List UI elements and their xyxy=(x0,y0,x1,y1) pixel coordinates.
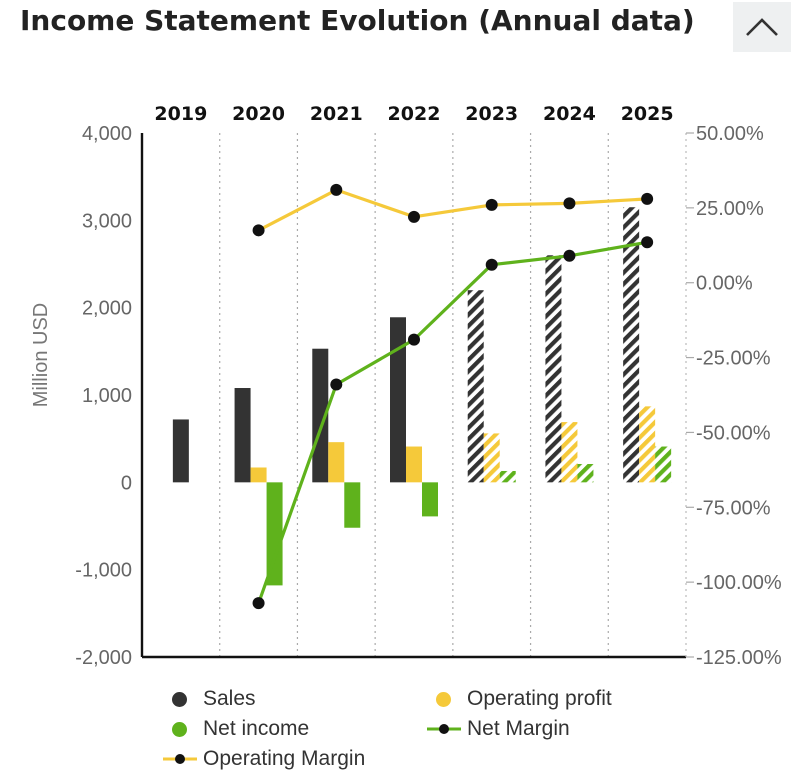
legend-item-net-income[interactable]: Net income xyxy=(172,716,309,742)
legend-label: Operating profit xyxy=(467,687,612,710)
net-income-bar xyxy=(266,482,283,586)
legend-label: Net income xyxy=(203,717,310,740)
y2-tick-label: 25.00% xyxy=(696,198,764,220)
chart-bars xyxy=(172,207,672,586)
net-margin-point xyxy=(330,378,343,391)
y2-tick-label: -75.00% xyxy=(696,497,771,519)
legend-item-operating-profit[interactable]: Operating profit xyxy=(436,686,612,712)
net-income-bar xyxy=(344,482,361,528)
operating-profit-bar xyxy=(483,433,500,483)
net-margin-point xyxy=(408,333,420,346)
collapse-button[interactable] xyxy=(733,2,791,52)
legend-label: Operating Margin xyxy=(203,747,366,770)
net-margin-swatch xyxy=(427,722,461,736)
operating-profit-bar xyxy=(328,442,345,483)
y-tick-label: 3,000 xyxy=(82,210,132,232)
sales-bar xyxy=(467,290,484,483)
y-tick-label: 2,000 xyxy=(82,298,132,320)
net-margin-point xyxy=(252,597,265,610)
legend-item-net-margin[interactable]: Net Margin xyxy=(427,716,570,742)
y-tick-label: 4,000 xyxy=(82,123,132,145)
x-tick-label: 2022 xyxy=(388,103,441,125)
net-income-swatch xyxy=(172,721,187,737)
net-income-bar xyxy=(499,470,516,483)
y2-tick-label: -50.00% xyxy=(696,422,771,444)
x-tick-label: 2019 xyxy=(154,103,207,125)
operating-margin-point xyxy=(252,224,265,237)
chart-axes xyxy=(140,132,694,659)
y2-tick-label: 0.00% xyxy=(696,273,753,295)
chart-lines xyxy=(252,183,654,610)
net-margin-point xyxy=(485,258,498,271)
legend-label: Net Margin xyxy=(467,717,570,740)
legend-label: Sales xyxy=(203,687,256,710)
x-tick-label: 2023 xyxy=(465,103,518,125)
income-chart: 2019 2020 2021 2022 2023 2024 2025 4,000 3,000 2,… xyxy=(30,103,782,669)
operating-margin-point xyxy=(330,183,343,196)
y2-tick-label: -125.00% xyxy=(696,647,782,669)
operating-margin-line xyxy=(257,188,648,232)
sales-swatch xyxy=(172,691,187,707)
x-tick-label: 2024 xyxy=(543,103,596,125)
y-tick-label: -2,000 xyxy=(75,647,132,669)
operating-profit-swatch xyxy=(436,691,451,707)
y-tick-label: -1,000 xyxy=(75,560,132,582)
chevron-up-icon xyxy=(746,18,778,36)
operating-profit-bar xyxy=(250,467,267,483)
sales-bar xyxy=(545,255,562,483)
sales-bar xyxy=(172,419,189,483)
chart-labels: 2019 2020 2021 2022 2023 2024 2025 4,000 3,000 2,… xyxy=(30,103,782,669)
y-tick-label: 1,000 xyxy=(82,385,132,407)
y2-tick-label: -25.00% xyxy=(696,348,771,370)
operating-margin-swatch xyxy=(163,752,197,766)
sales-bar xyxy=(623,207,640,483)
operating-margin-point xyxy=(641,192,654,205)
legend-item-sales[interactable]: Sales xyxy=(172,686,256,712)
sales-bar xyxy=(234,388,251,483)
header: Income Statement Evolution (Annual data) xyxy=(0,0,794,60)
x-tick-label: 2020 xyxy=(232,103,285,125)
operating-profit-bar xyxy=(639,406,656,483)
operating-margin-point xyxy=(408,210,420,223)
net-income-bar xyxy=(655,446,672,483)
net-margin-point xyxy=(563,249,576,262)
operating-margin-point xyxy=(485,198,498,211)
x-tick-label: 2025 xyxy=(621,103,674,125)
operating-profit-bar xyxy=(561,422,578,483)
net-income-bar xyxy=(422,482,438,517)
net-margin-line xyxy=(257,240,648,604)
operating-margin-point xyxy=(563,197,576,210)
y2-tick-label: -100.00% xyxy=(696,572,782,594)
chart-title: Income Statement Evolution (Annual data) xyxy=(20,4,695,37)
x-tick-label: 2021 xyxy=(310,103,363,125)
net-income-bar xyxy=(577,463,594,483)
legend-item-operating-margin[interactable]: Operating Margin xyxy=(163,746,365,772)
y-tick-label: 0 xyxy=(121,472,132,494)
net-margin-point xyxy=(641,236,654,249)
y2-tick-label: 50.00% xyxy=(696,123,764,145)
sales-bar xyxy=(390,317,406,483)
sales-bar xyxy=(312,348,329,483)
y-axis-label: Million USD xyxy=(30,303,52,407)
operating-profit-bar xyxy=(406,446,422,483)
legend: Sales Operating profit Net income Net Ma… xyxy=(0,684,794,778)
